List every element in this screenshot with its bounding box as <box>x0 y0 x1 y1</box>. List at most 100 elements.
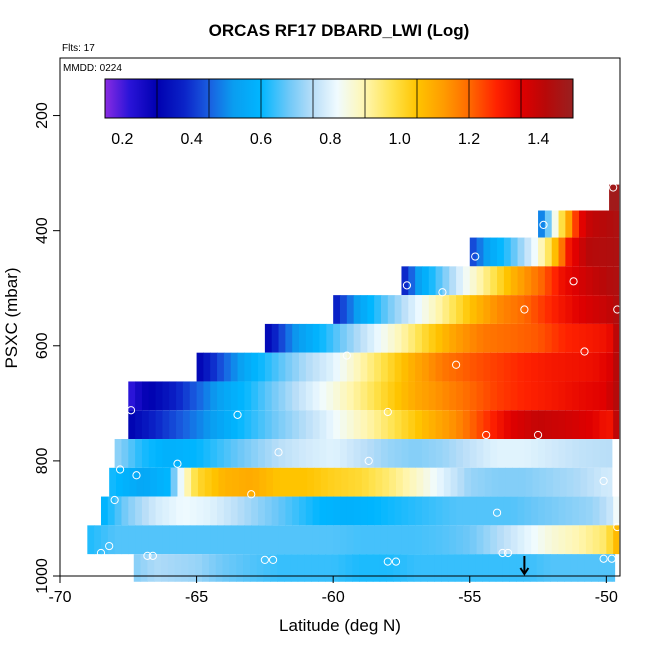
sample-point <box>383 407 392 417</box>
heatmap-cell <box>217 352 225 382</box>
heatmap-cell <box>278 525 286 555</box>
colorbar-ticks: 0.2 0.4 0.6 0.8 1.0 1.2 1.4 <box>111 131 549 148</box>
heatmap-cell <box>319 352 327 382</box>
heatmap-cell <box>203 381 211 411</box>
heatmap-cell <box>464 467 472 497</box>
heatmap-cell <box>428 295 437 324</box>
heatmap-cell <box>524 496 532 526</box>
heatmap-cell <box>182 496 191 526</box>
heatmap-cell <box>517 410 525 440</box>
heatmap-cell <box>461 554 469 582</box>
y-tick-label: 800 <box>34 447 51 474</box>
heatmap-cell <box>176 410 184 440</box>
heatmap-cell <box>606 295 614 324</box>
heatmap-cell <box>415 525 423 555</box>
heatmap-cell <box>372 554 381 582</box>
heatmap-cell <box>320 467 329 497</box>
heatmap-cell <box>191 467 199 497</box>
heatmap-cell <box>208 554 217 582</box>
heatmap-cell <box>524 237 532 267</box>
heatmap-cell <box>256 554 265 582</box>
heatmap-cell <box>572 352 580 382</box>
heatmap-cell <box>592 525 601 555</box>
heatmap-cell <box>579 323 587 353</box>
heatmap-cell <box>482 554 490 582</box>
heatmap-cell <box>176 381 184 411</box>
heatmap-cell <box>599 410 607 440</box>
heatmap-cell <box>299 439 307 468</box>
heatmap-cell <box>558 352 566 382</box>
heatmap-cell <box>599 323 607 353</box>
heatmap-cell <box>184 467 192 497</box>
heatmap-cell <box>442 439 450 468</box>
heatmap-cell <box>249 554 258 582</box>
sample-point <box>569 277 578 286</box>
heatmap-cell <box>380 295 389 324</box>
heatmap-cell <box>202 554 210 582</box>
x-tick-label: -55 <box>458 589 481 606</box>
heatmap-cell <box>230 410 239 440</box>
heatmap-cell <box>278 352 286 382</box>
heatmap-cell <box>491 467 500 497</box>
heatmap-cell <box>188 554 196 582</box>
heatmap-cell <box>517 266 525 296</box>
heatmap-cell <box>606 237 614 267</box>
heatmap-cell <box>380 496 389 526</box>
heatmap-cell <box>162 496 170 526</box>
heatmap-cell <box>435 525 444 555</box>
heatmap-cell <box>353 439 362 468</box>
heatmap-cell <box>462 439 471 468</box>
heatmap-cell <box>319 410 327 440</box>
sample-point <box>96 548 106 558</box>
heatmap-cell <box>203 525 211 555</box>
heatmap-cell <box>565 381 573 411</box>
heatmap-cell <box>217 410 225 440</box>
heatmap-cell <box>468 554 476 582</box>
heatmap-cell <box>402 467 411 497</box>
heatmap-cell <box>374 525 382 555</box>
heatmap-cell <box>305 496 314 526</box>
heatmap-cell <box>456 352 464 382</box>
heatmap-cell <box>340 352 348 382</box>
heatmap-cell <box>368 467 377 497</box>
heatmap-cell <box>415 352 423 382</box>
heatmap-cell <box>553 467 561 497</box>
heatmap-cell <box>572 323 580 353</box>
heatmap-cell <box>585 266 594 296</box>
heatmap-cell <box>565 210 573 238</box>
heatmap-cell <box>408 496 416 526</box>
heatmap-cell <box>585 496 594 526</box>
heatmap-cell <box>279 467 288 497</box>
heatmap-cell <box>413 554 422 582</box>
heatmap-cell <box>333 439 341 468</box>
heatmap-cell <box>531 525 539 555</box>
heatmap-cell <box>551 525 560 555</box>
heatmap-cell <box>304 554 312 582</box>
heatmap-cell <box>136 467 144 497</box>
heatmap-cell <box>155 496 164 526</box>
sample-point <box>539 220 548 230</box>
heatmap-cell <box>531 381 539 411</box>
heatmap-cell <box>292 323 300 353</box>
heatmap-cell <box>456 295 464 324</box>
heatmap-cell <box>483 381 491 411</box>
heatmap-cell <box>258 525 266 555</box>
heatmap-cell <box>340 439 348 468</box>
heatmap-cell <box>299 381 307 411</box>
heatmap-cell <box>503 496 512 526</box>
heatmap-cell <box>585 210 594 238</box>
heatmap-cell <box>585 439 594 468</box>
heatmap-cell <box>326 496 334 526</box>
heatmap-cell <box>449 496 457 526</box>
heatmap-cell <box>197 467 206 497</box>
heatmap-cell <box>572 439 580 468</box>
heatmap-band <box>133 554 616 582</box>
heatmap-cell <box>389 467 397 497</box>
heatmap-cell <box>352 554 360 582</box>
heatmap-cell <box>544 439 553 468</box>
heatmap-cell <box>538 323 546 353</box>
heatmap-cell <box>456 266 464 296</box>
heatmap-cell <box>428 439 437 468</box>
heatmap-cell <box>252 467 261 497</box>
heatmap-cell <box>355 467 363 497</box>
